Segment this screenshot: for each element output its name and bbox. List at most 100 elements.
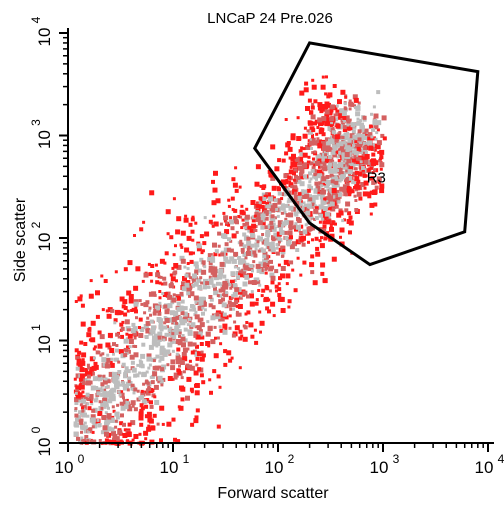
density-dot xyxy=(89,439,93,443)
density-dot xyxy=(229,256,235,262)
density-dot xyxy=(170,276,176,282)
density-dot xyxy=(103,429,108,434)
density-dot xyxy=(126,290,132,296)
density-dot xyxy=(110,398,114,402)
density-dot xyxy=(280,266,286,271)
density-dot xyxy=(122,422,126,427)
density-dot xyxy=(352,146,356,150)
density-dot xyxy=(296,178,302,184)
density-dot xyxy=(79,373,85,379)
density-dot xyxy=(311,198,316,203)
density-dot xyxy=(253,229,257,232)
density-dot xyxy=(216,294,220,298)
density-dot xyxy=(272,203,278,208)
density-dot xyxy=(175,339,181,344)
density-dot xyxy=(142,220,146,224)
density-dot xyxy=(194,314,200,320)
density-dot xyxy=(141,399,147,405)
density-dot xyxy=(311,102,315,106)
density-dot xyxy=(221,293,225,297)
density-dot xyxy=(98,439,102,442)
density-dot xyxy=(229,307,233,311)
density-dot xyxy=(348,150,352,154)
density-dot xyxy=(86,332,92,338)
density-dot xyxy=(211,224,215,228)
density-dot xyxy=(251,218,256,223)
density-dot xyxy=(311,166,316,171)
density-dot xyxy=(302,163,307,169)
density-dot xyxy=(234,166,238,170)
density-dot xyxy=(223,256,229,262)
density-dot xyxy=(180,245,184,249)
density-dot xyxy=(154,365,160,371)
density-dot xyxy=(198,329,203,334)
density-dot xyxy=(277,220,283,226)
density-dot xyxy=(291,268,295,272)
density-dot xyxy=(261,248,266,253)
density-dot xyxy=(79,367,85,373)
density-dot xyxy=(362,141,366,145)
density-dot xyxy=(367,140,373,146)
density-dot xyxy=(167,342,173,348)
density-dot xyxy=(231,333,236,338)
density-dot xyxy=(315,246,320,251)
density-dot xyxy=(382,136,387,141)
density-dot xyxy=(179,360,185,365)
density-dot xyxy=(221,302,227,308)
density-dot xyxy=(321,187,325,191)
density-dot xyxy=(240,204,244,208)
density-dot xyxy=(264,285,269,289)
density-dot xyxy=(74,348,79,353)
density-dot xyxy=(263,205,267,209)
density-dot xyxy=(78,360,83,365)
density-dot xyxy=(147,366,151,370)
density-dot xyxy=(306,203,312,209)
density-dot xyxy=(328,206,332,210)
density-dot xyxy=(124,350,129,355)
density-dot xyxy=(97,330,102,335)
density-dot xyxy=(343,119,347,123)
density-dot xyxy=(370,135,374,139)
density-dot xyxy=(270,301,276,307)
density-dot xyxy=(74,391,78,395)
density-dot xyxy=(329,226,334,232)
density-dot xyxy=(208,378,212,382)
density-dot xyxy=(250,232,255,238)
density-dot xyxy=(360,128,365,133)
density-dot xyxy=(235,310,239,314)
density-dot xyxy=(302,147,306,151)
density-dot xyxy=(92,376,98,382)
density-dot xyxy=(348,107,352,111)
density-dot xyxy=(125,400,130,405)
gate-r3-polygon[interactable] xyxy=(252,41,480,267)
density-dot xyxy=(262,197,267,201)
density-dot xyxy=(179,291,184,296)
density-dot xyxy=(180,397,185,402)
density-dot xyxy=(316,185,321,190)
density-dot xyxy=(321,189,326,195)
density-dot xyxy=(149,400,153,405)
density-dot xyxy=(379,167,383,171)
density-dot xyxy=(239,260,244,265)
density-dot xyxy=(110,357,114,361)
density-dot xyxy=(150,380,155,385)
density-dot xyxy=(198,296,204,302)
density-dot xyxy=(248,280,252,285)
density-dot xyxy=(185,395,190,401)
density-dot xyxy=(256,281,260,285)
density-dot xyxy=(130,420,136,426)
density-dot xyxy=(82,438,87,443)
density-dot xyxy=(267,210,272,215)
density-dot xyxy=(286,187,290,191)
density-dot xyxy=(138,359,142,363)
density-dot xyxy=(278,276,281,280)
density-dot xyxy=(306,188,311,193)
density-dot xyxy=(307,160,310,164)
density-dot xyxy=(166,421,172,427)
density-dot xyxy=(98,377,102,382)
y-tick-exponent: 4 xyxy=(29,16,43,23)
y-tick-label-group: 100 xyxy=(29,426,54,456)
density-dot xyxy=(74,300,78,303)
density-dot xyxy=(176,316,180,320)
density-dot xyxy=(225,291,229,294)
